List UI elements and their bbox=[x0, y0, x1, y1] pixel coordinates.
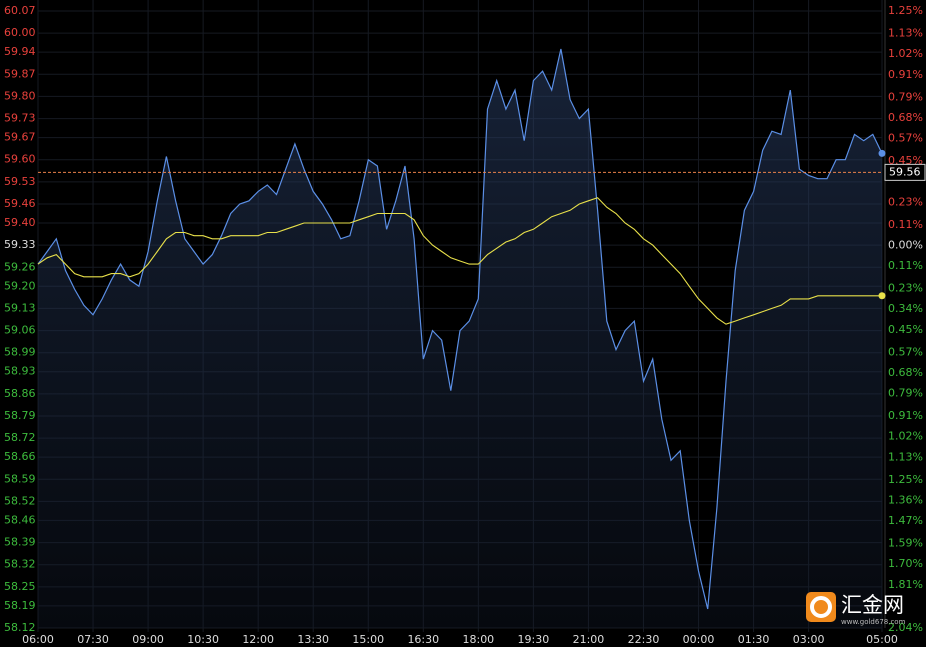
y2-tick-label: 1.25% bbox=[888, 473, 923, 486]
y-tick-label: 58.52 bbox=[4, 494, 36, 507]
x-tick-label: 09:00 bbox=[132, 633, 164, 646]
y2-tick-label: 1.47% bbox=[888, 514, 923, 527]
x-tick-label: 15:00 bbox=[352, 633, 384, 646]
y2-tick-label: 1.02% bbox=[888, 430, 923, 443]
y-tick-label: 59.53 bbox=[4, 175, 36, 188]
y2-tick-label: 0.11% bbox=[888, 259, 923, 272]
x-tick-label: 00:00 bbox=[683, 633, 715, 646]
x-tick-label: 21:00 bbox=[573, 633, 605, 646]
average-line bbox=[37, 197, 882, 325]
last-point bbox=[878, 292, 886, 300]
price-line bbox=[37, 48, 883, 610]
y-tick-label: 59.26 bbox=[4, 260, 36, 273]
x-tick-label: 01:30 bbox=[738, 633, 770, 646]
y2-tick-label: 1.70% bbox=[888, 557, 923, 570]
y-tick-label: 59.13 bbox=[4, 301, 36, 314]
last-price-box bbox=[884, 163, 926, 181]
y-tick-label: 58.25 bbox=[4, 580, 36, 593]
y2-tick-label: 0.68% bbox=[888, 366, 923, 379]
x-tick-label: 06:00 bbox=[22, 633, 54, 646]
y-tick-label: 58.66 bbox=[4, 450, 36, 463]
y2-tick-label: 1.81% bbox=[888, 578, 923, 591]
y2-tick-label: 0.91% bbox=[888, 409, 923, 422]
y-tick-label: 60.00 bbox=[4, 26, 36, 39]
logo-url: www.gold678.com bbox=[841, 618, 906, 626]
y-tick-label: 58.72 bbox=[4, 431, 36, 444]
y-tick-label: 59.40 bbox=[4, 216, 36, 229]
y-tick-label: 58.32 bbox=[4, 558, 36, 571]
y-tick-label: 59.60 bbox=[4, 153, 36, 166]
y2-tick-label: 0.11% bbox=[888, 218, 923, 231]
y-tick-label: 59.06 bbox=[4, 324, 36, 337]
y2-tick-label: 0.91% bbox=[888, 68, 923, 81]
y2-tick-label: 0.57% bbox=[888, 132, 923, 145]
y2-tick-label: 0.45% bbox=[888, 323, 923, 336]
y-tick-label: 58.99 bbox=[4, 346, 36, 359]
y-tick-label: 59.80 bbox=[4, 89, 36, 102]
y-tick-label: 59.87 bbox=[4, 67, 36, 80]
y2-tick-label: 1.02% bbox=[888, 47, 923, 60]
last-point bbox=[878, 149, 886, 157]
x-tick-label: 18:00 bbox=[462, 633, 494, 646]
logo-text: 汇金网 bbox=[841, 593, 904, 617]
y-tick-label: 59.73 bbox=[4, 112, 36, 125]
x-tick-label: 13:30 bbox=[297, 633, 329, 646]
y2-tick-label: 2.04% bbox=[888, 621, 923, 634]
y2-tick-label: 0.45% bbox=[888, 154, 923, 167]
y2-tick-label: 0.00% bbox=[888, 238, 923, 251]
price-area bbox=[38, 49, 882, 628]
y-tick-label: 58.46 bbox=[4, 513, 36, 526]
y-tick-label: 59.67 bbox=[4, 131, 36, 144]
y2-tick-label: 1.13% bbox=[888, 450, 923, 463]
y2-tick-label: 0.23% bbox=[888, 282, 923, 295]
y2-tick-label: 1.59% bbox=[888, 537, 923, 550]
y2-tick-label: 0.79% bbox=[888, 387, 923, 400]
y-tick-label: 59.33 bbox=[4, 238, 36, 251]
y-tick-label: 58.59 bbox=[4, 472, 36, 485]
y-tick-label: 60.07 bbox=[4, 4, 36, 17]
last-price-label: 59.56 bbox=[889, 165, 921, 178]
logo-icon-ring bbox=[810, 596, 832, 618]
y-tick-label: 58.86 bbox=[4, 387, 36, 400]
x-tick-label: 16:30 bbox=[407, 633, 439, 646]
y-tick-label: 58.93 bbox=[4, 365, 36, 378]
y-tick-label: 58.12 bbox=[4, 621, 36, 634]
y2-tick-label: 0.34% bbox=[888, 302, 923, 315]
x-tick-label: 22:30 bbox=[628, 633, 660, 646]
y2-tick-label: 1.13% bbox=[888, 27, 923, 40]
x-tick-label: 05:00 bbox=[866, 633, 898, 646]
y-tick-label: 59.20 bbox=[4, 279, 36, 292]
x-tick-label: 12:00 bbox=[242, 633, 274, 646]
x-tick-label: 03:00 bbox=[793, 633, 825, 646]
y-tick-label: 58.39 bbox=[4, 536, 36, 549]
y-tick-label: 59.94 bbox=[4, 45, 36, 58]
y2-tick-label: 0.57% bbox=[888, 345, 923, 358]
x-tick-label: 19:30 bbox=[518, 633, 550, 646]
y-tick-label: 58.19 bbox=[4, 599, 36, 612]
y2-tick-label: 0.23% bbox=[888, 195, 923, 208]
y2-tick-label: 0.79% bbox=[888, 90, 923, 103]
y2-tick-label: 1.36% bbox=[888, 493, 923, 506]
y2-tick-label: 0.68% bbox=[888, 111, 923, 124]
logo: 汇金网 www.gold678.com bbox=[806, 592, 906, 626]
y2-tick-label: 1.25% bbox=[888, 4, 923, 17]
y-tick-label: 59.46 bbox=[4, 197, 36, 210]
x-tick-label: 10:30 bbox=[187, 633, 219, 646]
y-tick-label: 58.79 bbox=[4, 409, 36, 422]
x-tick-label: 07:30 bbox=[77, 633, 109, 646]
